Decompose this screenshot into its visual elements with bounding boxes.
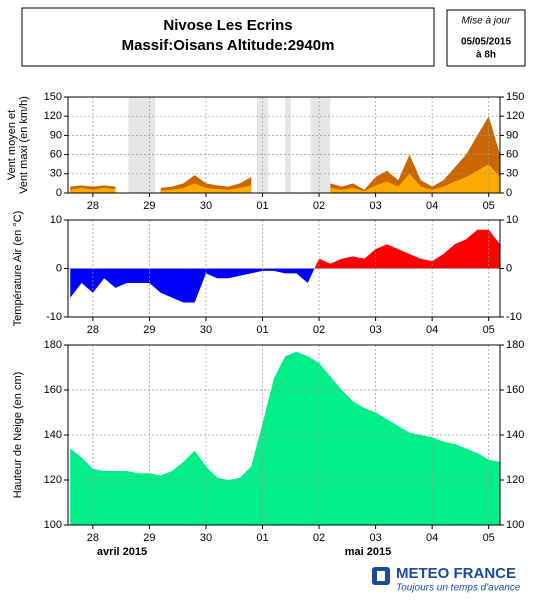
x-tick-label: 02 [313,200,325,212]
x-tick-label: 03 [369,324,381,336]
area [70,164,500,193]
month-label: mai 2015 [345,546,391,558]
x-tick-label: 01 [256,324,268,336]
x-tick-label: 04 [426,532,438,544]
y-tick-label: 160 [506,384,524,396]
missing-data [285,97,291,193]
y-tick-label: 150 [44,91,62,103]
y-tick-label: 0 [506,262,512,274]
update-box [446,9,526,67]
x-tick-label: 28 [87,532,99,544]
month-label: avril 2015 [97,546,147,558]
y-tick-label: 60 [50,149,62,161]
plot-frame [67,96,501,194]
y-axis-label: Hauteur de Neige (en cm) [12,372,24,499]
plot-frame [67,219,501,318]
brand: METEO FRANCE [396,565,516,582]
x-tick-label: 29 [143,200,155,212]
area [70,229,500,303]
x-tick-label: 05 [483,324,495,336]
x-tick-label: 01 [256,200,268,212]
y-tick-label: 90 [506,129,518,141]
tagline: Toujours un temps d'avance [396,583,521,594]
x-tick-label: 05 [483,532,495,544]
title-box [21,7,435,67]
y-tick-label: 180 [44,339,62,351]
x-tick-label: 30 [200,532,212,544]
x-tick-label: 03 [369,200,381,212]
x-tick-label: 28 [87,324,99,336]
y-tick-label: 140 [506,429,524,441]
y-tick-label: 30 [50,168,62,180]
update-label: Mise à jour [462,16,512,27]
x-tick-label: 29 [143,324,155,336]
y-axis-label: Vent maxi (en km/h) [18,96,30,194]
y-tick-label: 0 [56,187,62,199]
y-axis-label: Vent moyen et [6,110,18,180]
y-tick-label: 10 [50,214,62,226]
y-tick-label: 160 [44,384,62,396]
y-tick-label: 120 [506,474,524,486]
y-tick-label: 140 [44,429,62,441]
update-time: à 8h [476,50,496,61]
x-tick-label: 02 [313,324,325,336]
y-tick-label: 120 [44,110,62,122]
x-tick-label: 05 [483,200,495,212]
x-tick-label: 04 [426,200,438,212]
subtitle: Massif:Oisans Altitude:2940m [122,37,335,54]
y-tick-label: 100 [44,519,62,531]
missing-data [128,97,156,193]
y-tick-label: 120 [506,110,524,122]
title: Nivose Les Ecrins [163,17,292,34]
x-tick-label: 02 [313,532,325,544]
logo: METEO FRANCE Toujours un temps d'avance [372,565,521,594]
y-tick-label: -10 [506,311,522,323]
x-tick-label: 29 [143,532,155,544]
x-tick-label: 28 [87,200,99,212]
y-tick-label: 0 [56,262,62,274]
x-tick-label: 30 [200,324,212,336]
y-axis-label: Température Air (en °C) [12,211,24,327]
y-tick-label: 0 [506,187,512,199]
area [70,351,500,525]
y-tick-label: 10 [506,214,518,226]
y-tick-label: 100 [506,519,524,531]
y-tick-label: 90 [50,129,62,141]
logo-icon-detail [377,571,385,581]
missing-data [310,97,331,193]
x-tick-label: 04 [426,324,438,336]
x-tick-label: 01 [256,532,268,544]
y-tick-label: 180 [506,339,524,351]
y-tick-label: 30 [506,168,518,180]
y-tick-label: -10 [46,311,62,323]
y-tick-label: 120 [44,474,62,486]
update-date: 05/05/2015 [461,37,511,48]
x-tick-label: 03 [369,532,381,544]
y-tick-label: 60 [506,149,518,161]
x-tick-label: 30 [200,200,212,212]
y-tick-label: 150 [506,91,524,103]
plot-frame [67,344,501,526]
